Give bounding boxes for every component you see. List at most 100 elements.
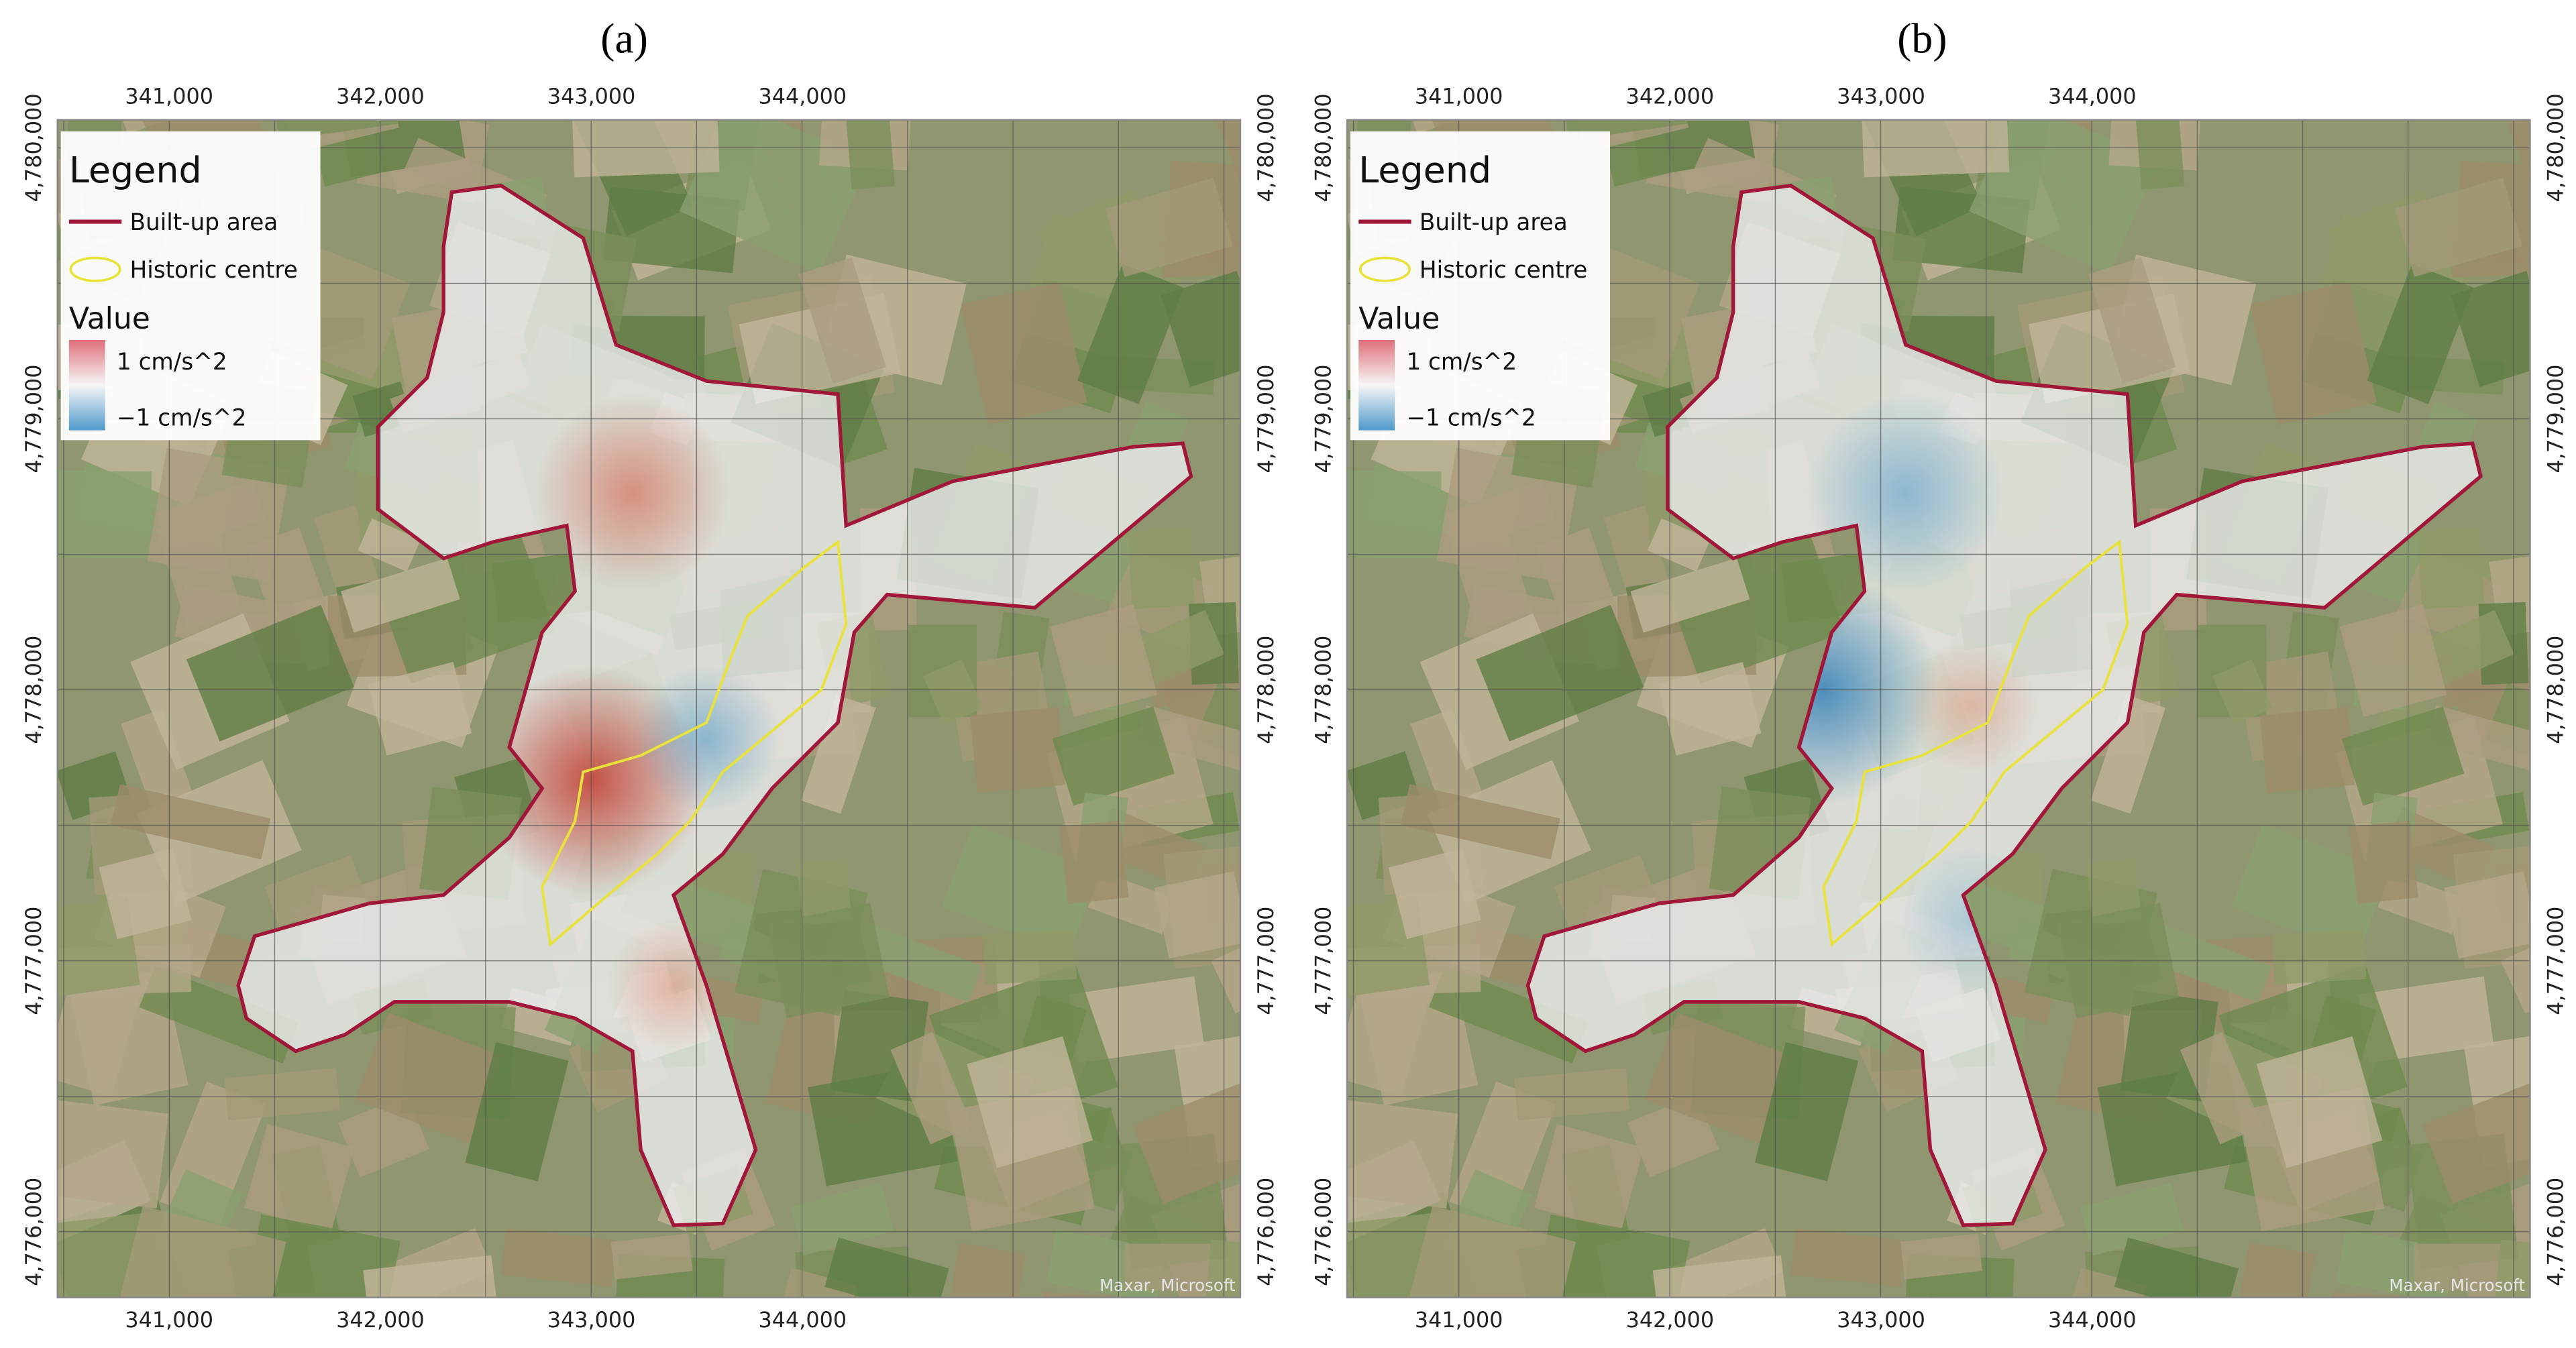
- field: [1900, 1233, 1982, 1280]
- map-panel: (a) 341,000 341,000 342,000 342,000 343,000 34…: [21, 14, 1279, 1332]
- y-tick-label: 4,776,000: [21, 1178, 46, 1286]
- y-tick-label: 4,779,000: [2542, 364, 2568, 473]
- field: [156, 512, 244, 630]
- field: [1790, 1228, 1906, 1287]
- field: [99, 848, 192, 940]
- field: [2231, 824, 2390, 954]
- field: [2426, 705, 2530, 771]
- legend-label: 1 cm/s^2: [1406, 349, 1517, 376]
- field: [982, 929, 1077, 985]
- field: [2394, 178, 2523, 277]
- legend-label: Historic centre: [129, 257, 297, 284]
- field: [1658, 662, 1762, 756]
- legend-swatch: [1358, 256, 1411, 282]
- attribution: Maxar, Microsoft: [1099, 1276, 1236, 1295]
- legend: Legend Built-up area Historic centre Value 1…: [1350, 131, 1610, 441]
- y-tick-label: 4,778,000: [2542, 636, 2568, 744]
- field: [2328, 1292, 2475, 1298]
- y-tick-label: 4,779,000: [21, 364, 46, 473]
- field: [57, 470, 152, 559]
- field: [1915, 1296, 2018, 1298]
- x-tick-label: 344,000: [2048, 83, 2137, 109]
- legend-title: Legend: [1358, 149, 1491, 191]
- x-tick-label: 342,000: [1626, 83, 1715, 109]
- x-tick-label: 343,000: [547, 83, 636, 109]
- field: [626, 1296, 729, 1298]
- y-tick-label: 4,778,000: [21, 636, 46, 744]
- field: [363, 1255, 505, 1298]
- panel-label: (b): [1897, 14, 1947, 62]
- y-tick-label: 4,779,000: [1311, 364, 1336, 473]
- map-frame: [56, 119, 1242, 1298]
- field: [2086, 858, 2142, 926]
- legend: Legend Built-up area Historic centre Value 1…: [60, 131, 321, 441]
- field: [315, 131, 384, 187]
- x-tick-label: 344,000: [759, 83, 847, 109]
- x-tick-label: 341,000: [1415, 1307, 1503, 1333]
- field: [2500, 934, 2530, 1014]
- x-tick-label: 342,000: [336, 83, 425, 109]
- x-tick-label: 343,000: [1837, 1307, 1925, 1333]
- y-tick-label: 4,777,000: [2542, 907, 2568, 1015]
- y-tick-label: 4,780,000: [1311, 93, 1336, 202]
- field: [1534, 1123, 1644, 1232]
- field: [186, 604, 355, 742]
- field: [500, 1228, 616, 1287]
- field: [121, 708, 193, 808]
- field: [2088, 257, 2176, 384]
- y-tick-label: 4,778,000: [1253, 636, 1279, 744]
- field: [801, 694, 876, 814]
- field: [1754, 1042, 1859, 1182]
- field: [922, 659, 983, 725]
- field: [2349, 820, 2418, 905]
- field: [1059, 820, 1129, 905]
- field: [274, 119, 398, 141]
- built-up-outline: [1525, 183, 2483, 1227]
- field: [2358, 976, 2494, 1064]
- value-blob: [632, 665, 781, 813]
- map-frame: [1346, 119, 2531, 1298]
- field: [2250, 282, 2377, 425]
- field: [2444, 871, 2530, 959]
- y-tick-label: 4,776,000: [1311, 1178, 1336, 1286]
- field: [967, 1036, 1093, 1168]
- map-panel: (b) 341,000 341,000 342,000 342,000 343,000 34…: [1311, 14, 2569, 1333]
- field: [798, 257, 886, 384]
- legend-label: Built-up area: [1419, 209, 1568, 236]
- x-tick-label: 341,000: [1415, 83, 1503, 109]
- aerial-imagery: [57, 119, 1240, 1298]
- field: [1077, 264, 1184, 404]
- field: [1069, 976, 1204, 1064]
- y-tick-label: 4,777,000: [1253, 907, 1279, 1015]
- field: [1605, 131, 1674, 187]
- legend-value-title: Value: [1358, 302, 1440, 336]
- field: [2417, 527, 2485, 610]
- field: [1446, 512, 1533, 630]
- y-tick-label: 4,779,000: [1253, 364, 1279, 473]
- field: [1652, 1255, 1794, 1298]
- field: [2212, 659, 2273, 725]
- field: [1136, 705, 1240, 771]
- field: [2114, 1237, 2239, 1298]
- y-tick-label: 4,777,000: [1311, 907, 1336, 1015]
- value-blob: [533, 394, 731, 592]
- field: [1476, 604, 1644, 742]
- field: [1154, 871, 1240, 959]
- field: [824, 1237, 949, 1298]
- built-up-outline: [236, 183, 1193, 1227]
- field: [1052, 706, 1175, 806]
- y-tick-label: 4,776,000: [1253, 1178, 1279, 1286]
- field: [244, 1123, 354, 1232]
- field: [111, 784, 271, 860]
- field: [1513, 1068, 1630, 1121]
- field: [355, 1012, 502, 1143]
- field: [1563, 119, 1688, 141]
- field: [2235, 1242, 2316, 1298]
- field: [945, 1242, 1026, 1298]
- field: [2271, 929, 2367, 985]
- field: [1410, 708, 1483, 808]
- field: [1050, 604, 1158, 717]
- field: [1347, 1099, 1458, 1209]
- field: [1644, 1012, 1792, 1143]
- field: [610, 1233, 693, 1280]
